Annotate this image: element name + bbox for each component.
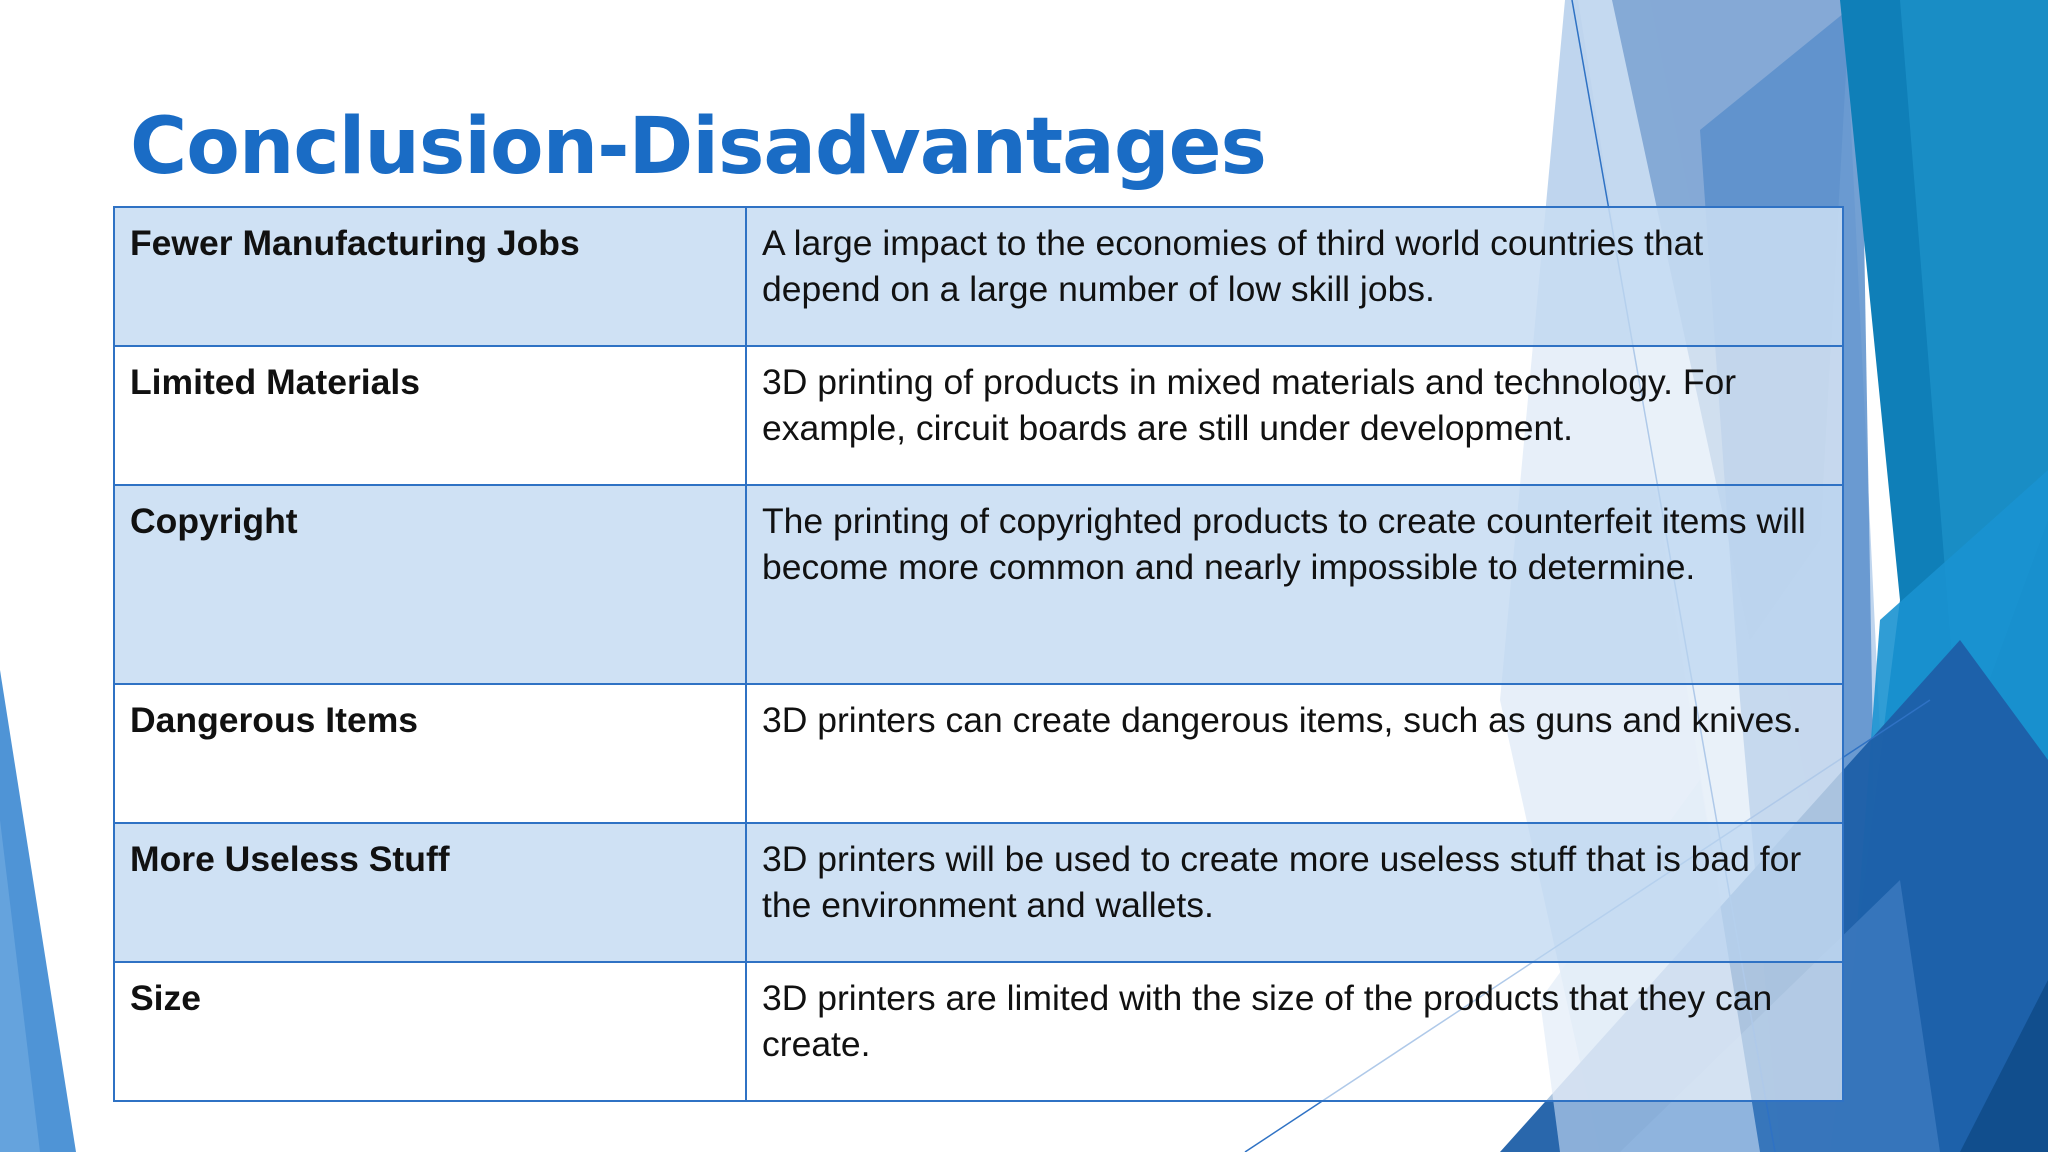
row-description: The printing of copyrighted products to … <box>745 484 1844 685</box>
row-term: Limited Materials <box>113 345 747 486</box>
facet-left-edge-light <box>0 820 40 1152</box>
table-row: Fewer Manufacturing Jobs A large impact … <box>113 206 1844 347</box>
table-row: Copyright The printing of copyrighted pr… <box>113 484 1844 685</box>
table-row: Limited Materials 3D printing of product… <box>113 345 1844 486</box>
row-description: 3D printers can create dangerous items, … <box>745 683 1844 824</box>
row-term: Dangerous Items <box>113 683 747 824</box>
row-term: Size <box>113 961 747 1102</box>
row-description: 3D printers will be used to create more … <box>745 822 1844 963</box>
table-row: Size 3D printers are limited with the si… <box>113 961 1844 1102</box>
slide-title: Conclusion-Disadvantages <box>130 102 1267 192</box>
disadvantages-table: Fewer Manufacturing Jobs A large impact … <box>113 206 1844 1102</box>
row-description: 3D printing of products in mixed materia… <box>745 345 1844 486</box>
row-description: A large impact to the economies of third… <box>745 206 1844 347</box>
disadvantages-table-wrap: Fewer Manufacturing Jobs A large impact … <box>113 206 1844 1102</box>
row-term: More Useless Stuff <box>113 822 747 963</box>
table-row: Dangerous Items 3D printers can create d… <box>113 683 1844 824</box>
table-row: More Useless Stuff 3D printers will be u… <box>113 822 1844 963</box>
row-description: 3D printers are limited with the size of… <box>745 961 1844 1102</box>
row-term: Fewer Manufacturing Jobs <box>113 206 747 347</box>
row-term: Copyright <box>113 484 747 685</box>
facet-navy-bottom <box>1960 980 2048 1152</box>
